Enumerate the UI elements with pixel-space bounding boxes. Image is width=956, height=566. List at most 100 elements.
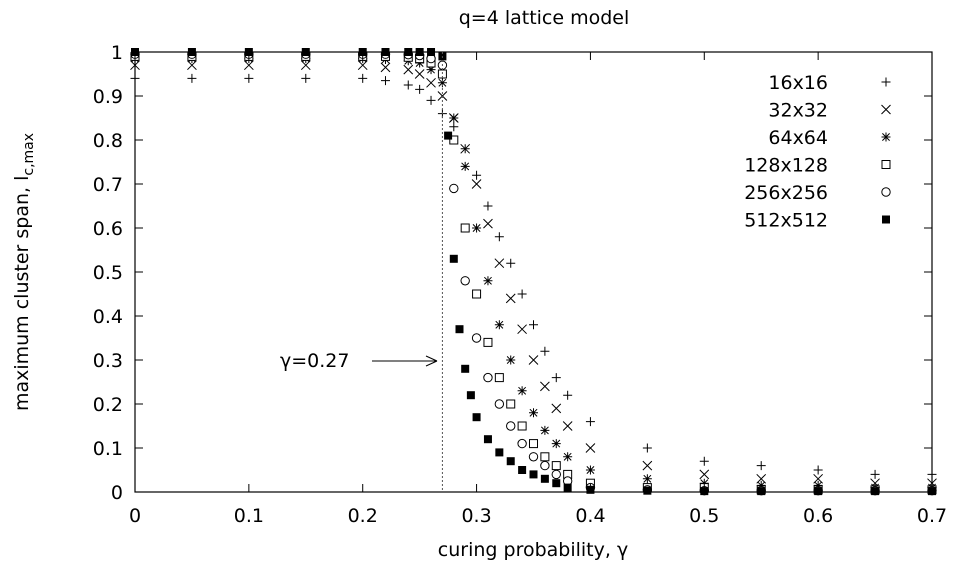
y-axis-title-sub: c,max [21,133,37,176]
x-tick-label: 0.3 [461,505,491,527]
data-point [699,469,710,480]
legend-marker [881,160,891,169]
data-point [506,355,516,365]
data-point [460,276,470,286]
series-32x32 [130,60,937,489]
y-tick-label: 1 [111,42,123,64]
series-16x16 [130,73,937,479]
data-point [483,372,493,383]
data-point [506,399,516,409]
legend-label: 256x256 [744,182,828,204]
data-point [551,373,561,383]
y-tick-label: 0.2 [93,394,123,416]
legend: 16x16 32x32 64x64 128x128 256x256 512x512 [744,72,891,232]
data-point [642,460,653,471]
y-axis-title-main: maximum cluster span, l [11,176,33,411]
data-point [699,456,709,466]
x-tick-label: 0.7 [917,505,947,527]
data-point [472,289,482,299]
data-point [585,417,595,427]
data-point [449,135,459,145]
x-tick-label: 0.2 [348,505,378,527]
data-point [813,465,823,475]
data-point [187,48,196,56]
data-point [471,179,482,189]
data-point [927,469,937,479]
data-point [870,469,880,479]
data-point [380,76,390,86]
data-point [444,131,453,140]
data-point [483,435,492,444]
data-point [472,170,482,180]
y-tick-label: 0.6 [93,218,123,240]
data-point [506,258,516,268]
data-point [380,62,391,73]
data-point [449,122,459,132]
data-point [540,346,550,356]
data-point [494,232,504,242]
data-point [472,413,481,422]
data-point [540,474,549,483]
legend-label: 16x16 [768,72,828,94]
data-point [756,461,766,471]
x-axis: 0 0.1 0.2 0.3 0.4 0.5 0.6 0.7 [129,52,947,527]
data-point [528,452,539,462]
data-point [551,469,561,480]
legend-marker [882,215,890,224]
data-point [301,73,311,83]
y-tick-label: 0.7 [93,174,123,196]
data-point [551,403,562,414]
data-point [455,325,464,334]
y-tick-label: 0 [111,482,123,504]
data-point [562,421,573,431]
y-tick-label: 0.1 [93,438,123,460]
data-point [494,320,504,330]
data-point [540,381,550,392]
data-point [381,48,390,56]
data-point [244,73,254,83]
data-point [358,73,368,83]
data-point [540,425,550,435]
legend-label: 64x64 [768,127,828,149]
data-point [643,486,652,495]
x-tick-label: 0.5 [689,505,719,527]
data-point [552,479,561,488]
data-point [642,443,652,453]
data-point [449,113,459,123]
y-tick-label: 0.9 [93,86,123,108]
data-point [483,201,493,211]
data-point [529,470,538,479]
data-point [414,69,425,79]
data-point [403,64,414,75]
data-point [471,333,482,343]
data-point [517,386,527,396]
legend-marker [881,132,891,142]
data-point [529,408,538,418]
data-point [506,457,515,466]
y-axis-title: maximum cluster span, lc,max [11,133,37,411]
data-point [460,161,470,171]
data-point [529,320,538,330]
data-point [517,324,527,335]
data-point [426,95,436,105]
data-point [449,183,459,194]
data-point [472,223,482,233]
data-point [528,355,539,365]
data-point [494,373,504,383]
data-point [461,364,470,373]
data-point [483,337,493,347]
legend-marker [881,187,891,197]
data-point [426,77,436,88]
data-point [551,461,561,471]
data-point [757,487,766,496]
annotation: γ=0.27 [280,350,438,372]
data-point [517,289,527,299]
y-tick-label: 0.8 [93,130,123,152]
y-tick-label: 0.5 [93,262,123,284]
y-axis: 0 0.1 0.2 0.3 0.4 0.5 0.6 0.7 0.8 0.9 1 [93,42,932,504]
data-point [426,65,436,75]
data-point [415,84,425,94]
data-point [460,223,470,233]
data-point [506,421,516,431]
